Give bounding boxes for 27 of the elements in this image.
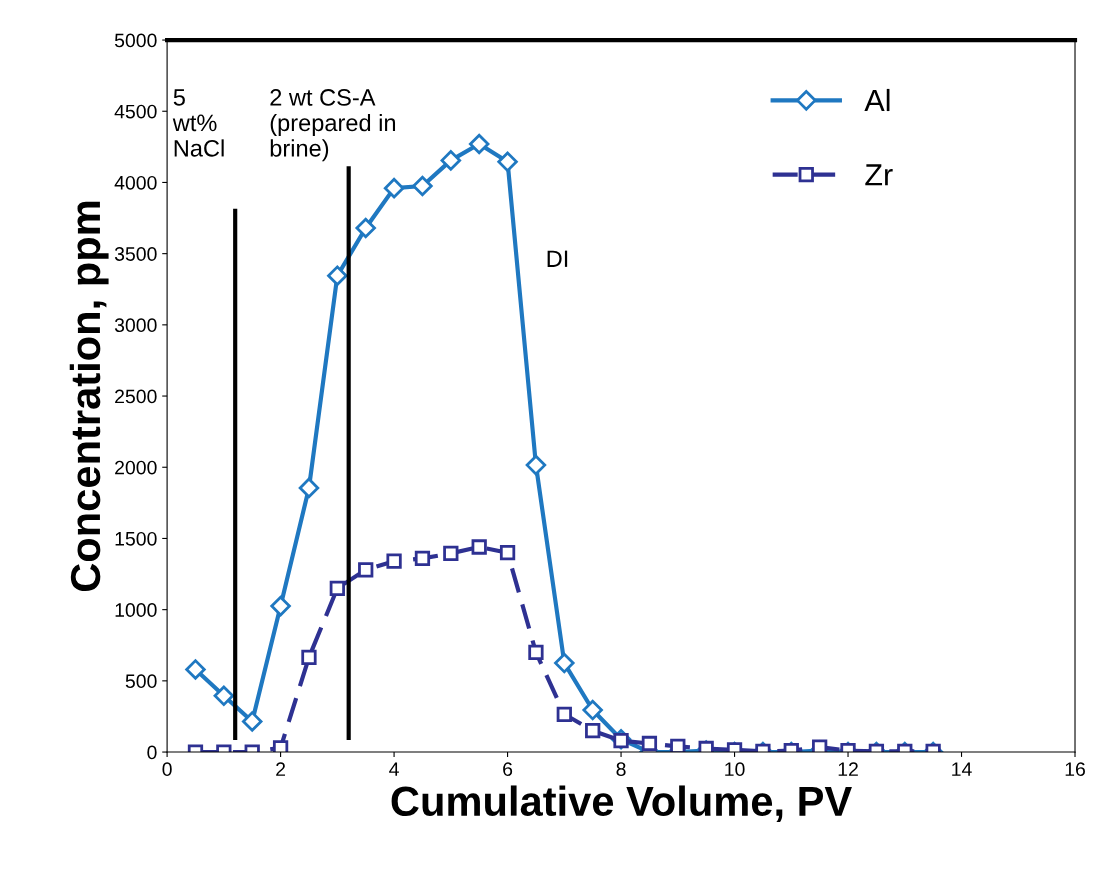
y-tick-label: 5000 [114,33,157,48]
x-tick-label: 16 [1065,762,1085,777]
x-tick-label: 8 [616,762,626,777]
legend-label: Al [864,88,890,112]
x-tick-label: 12 [838,762,858,776]
ref-line-label: 5 wt% NaCl [172,89,224,157]
x-tick-label: 6 [503,762,513,777]
x-tick-label: 14 [952,762,972,776]
y-axis-title: Concentration, ppm [69,201,109,592]
x-tick-label: 0 [162,762,172,777]
x-axis-title: Cumulative Volume, PV [391,785,852,823]
x-tick-label: 10 [725,762,745,777]
y-tick-label: 2000 [115,460,157,475]
y-tick-label: 0 [147,745,157,760]
y-tick-label: 1000 [115,603,157,617]
y-tick-label: 2500 [115,389,157,404]
y-tick-label: 1500 [115,531,157,546]
annotation: DI [547,250,568,267]
y-tick-label: 3000 [114,318,157,333]
x-tick-label: 4 [389,762,399,776]
y-tick-label: 4000 [114,175,157,190]
y-tick-label: 3500 [114,247,157,261]
ref-line-label: 2 wt CS-A (prepared in brine) [270,89,396,162]
y-tick-label: 500 [125,674,157,689]
y-tick-label: 4500 [114,104,157,119]
legend-label: Zr [865,164,893,186]
x-tick-label: 2 [276,762,286,776]
